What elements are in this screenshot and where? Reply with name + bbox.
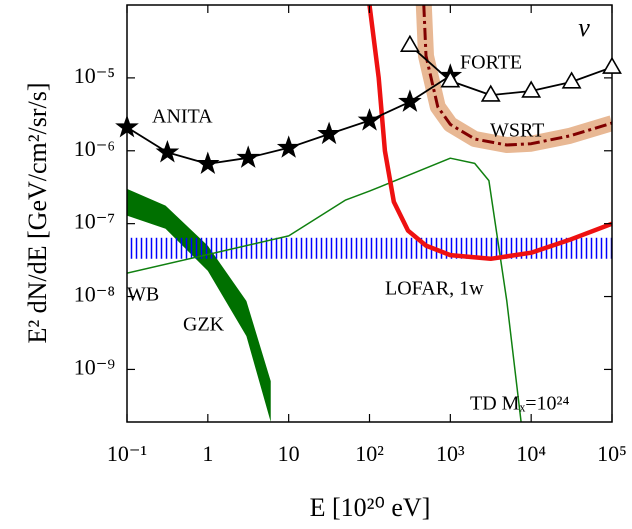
x-tick-label: 10	[278, 441, 300, 466]
x-tick-label: 10⁻¹	[107, 441, 147, 466]
triangle-marker	[602, 56, 622, 74]
x-tick-label: 1	[202, 441, 213, 466]
nu-annotation: ν	[578, 13, 590, 42]
y-tick-label: 10⁻⁵	[74, 63, 115, 88]
y-axis-label: E² dN/dE [GeV/cm²/sr/s]	[23, 82, 52, 343]
star-marker	[236, 145, 261, 168]
y-tick-label: 10⁻⁹	[74, 354, 116, 379]
plot-area	[127, 5, 612, 422]
x-tick-label: 10⁴	[516, 441, 546, 466]
x-tick-label: 10²	[355, 441, 384, 466]
series-line	[422, 5, 612, 147]
series-label: WSRT	[490, 120, 544, 142]
star-marker	[276, 135, 301, 158]
x-tick-label: 10³	[436, 441, 465, 466]
y-tick-label: 10⁻⁷	[74, 209, 115, 234]
series-label: TD Mₓ=10²⁴	[470, 393, 570, 415]
series-label: ANITA	[152, 106, 213, 128]
triangle-marker	[399, 34, 420, 52]
triangle-marker	[440, 70, 461, 88]
series-label: WB	[127, 284, 159, 306]
series-label: FORTE	[460, 52, 522, 74]
y-tick-label: 10⁻⁸	[74, 282, 115, 307]
x-tick-label: 10⁵	[597, 441, 627, 466]
y-tick-label: 10⁻⁶	[74, 136, 115, 161]
plot-frame	[126, 4, 613, 423]
wb-band	[127, 237, 612, 259]
star-marker	[195, 151, 220, 174]
star-marker	[398, 89, 422, 112]
triangle-marker	[521, 80, 542, 98]
x-axis-label: E [10²⁰ eV]	[310, 493, 431, 522]
series-label: GZK	[183, 314, 225, 336]
triangle-marker	[480, 84, 501, 102]
star-marker	[155, 139, 180, 163]
gzk-band	[127, 188, 271, 422]
star-marker	[317, 121, 341, 145]
star-marker	[357, 108, 382, 131]
series-line	[127, 157, 522, 422]
star-marker	[115, 114, 139, 138]
series-label: LOFAR, 1w	[385, 278, 484, 300]
triangle-marker	[561, 71, 582, 89]
series-line	[367, 5, 612, 262]
